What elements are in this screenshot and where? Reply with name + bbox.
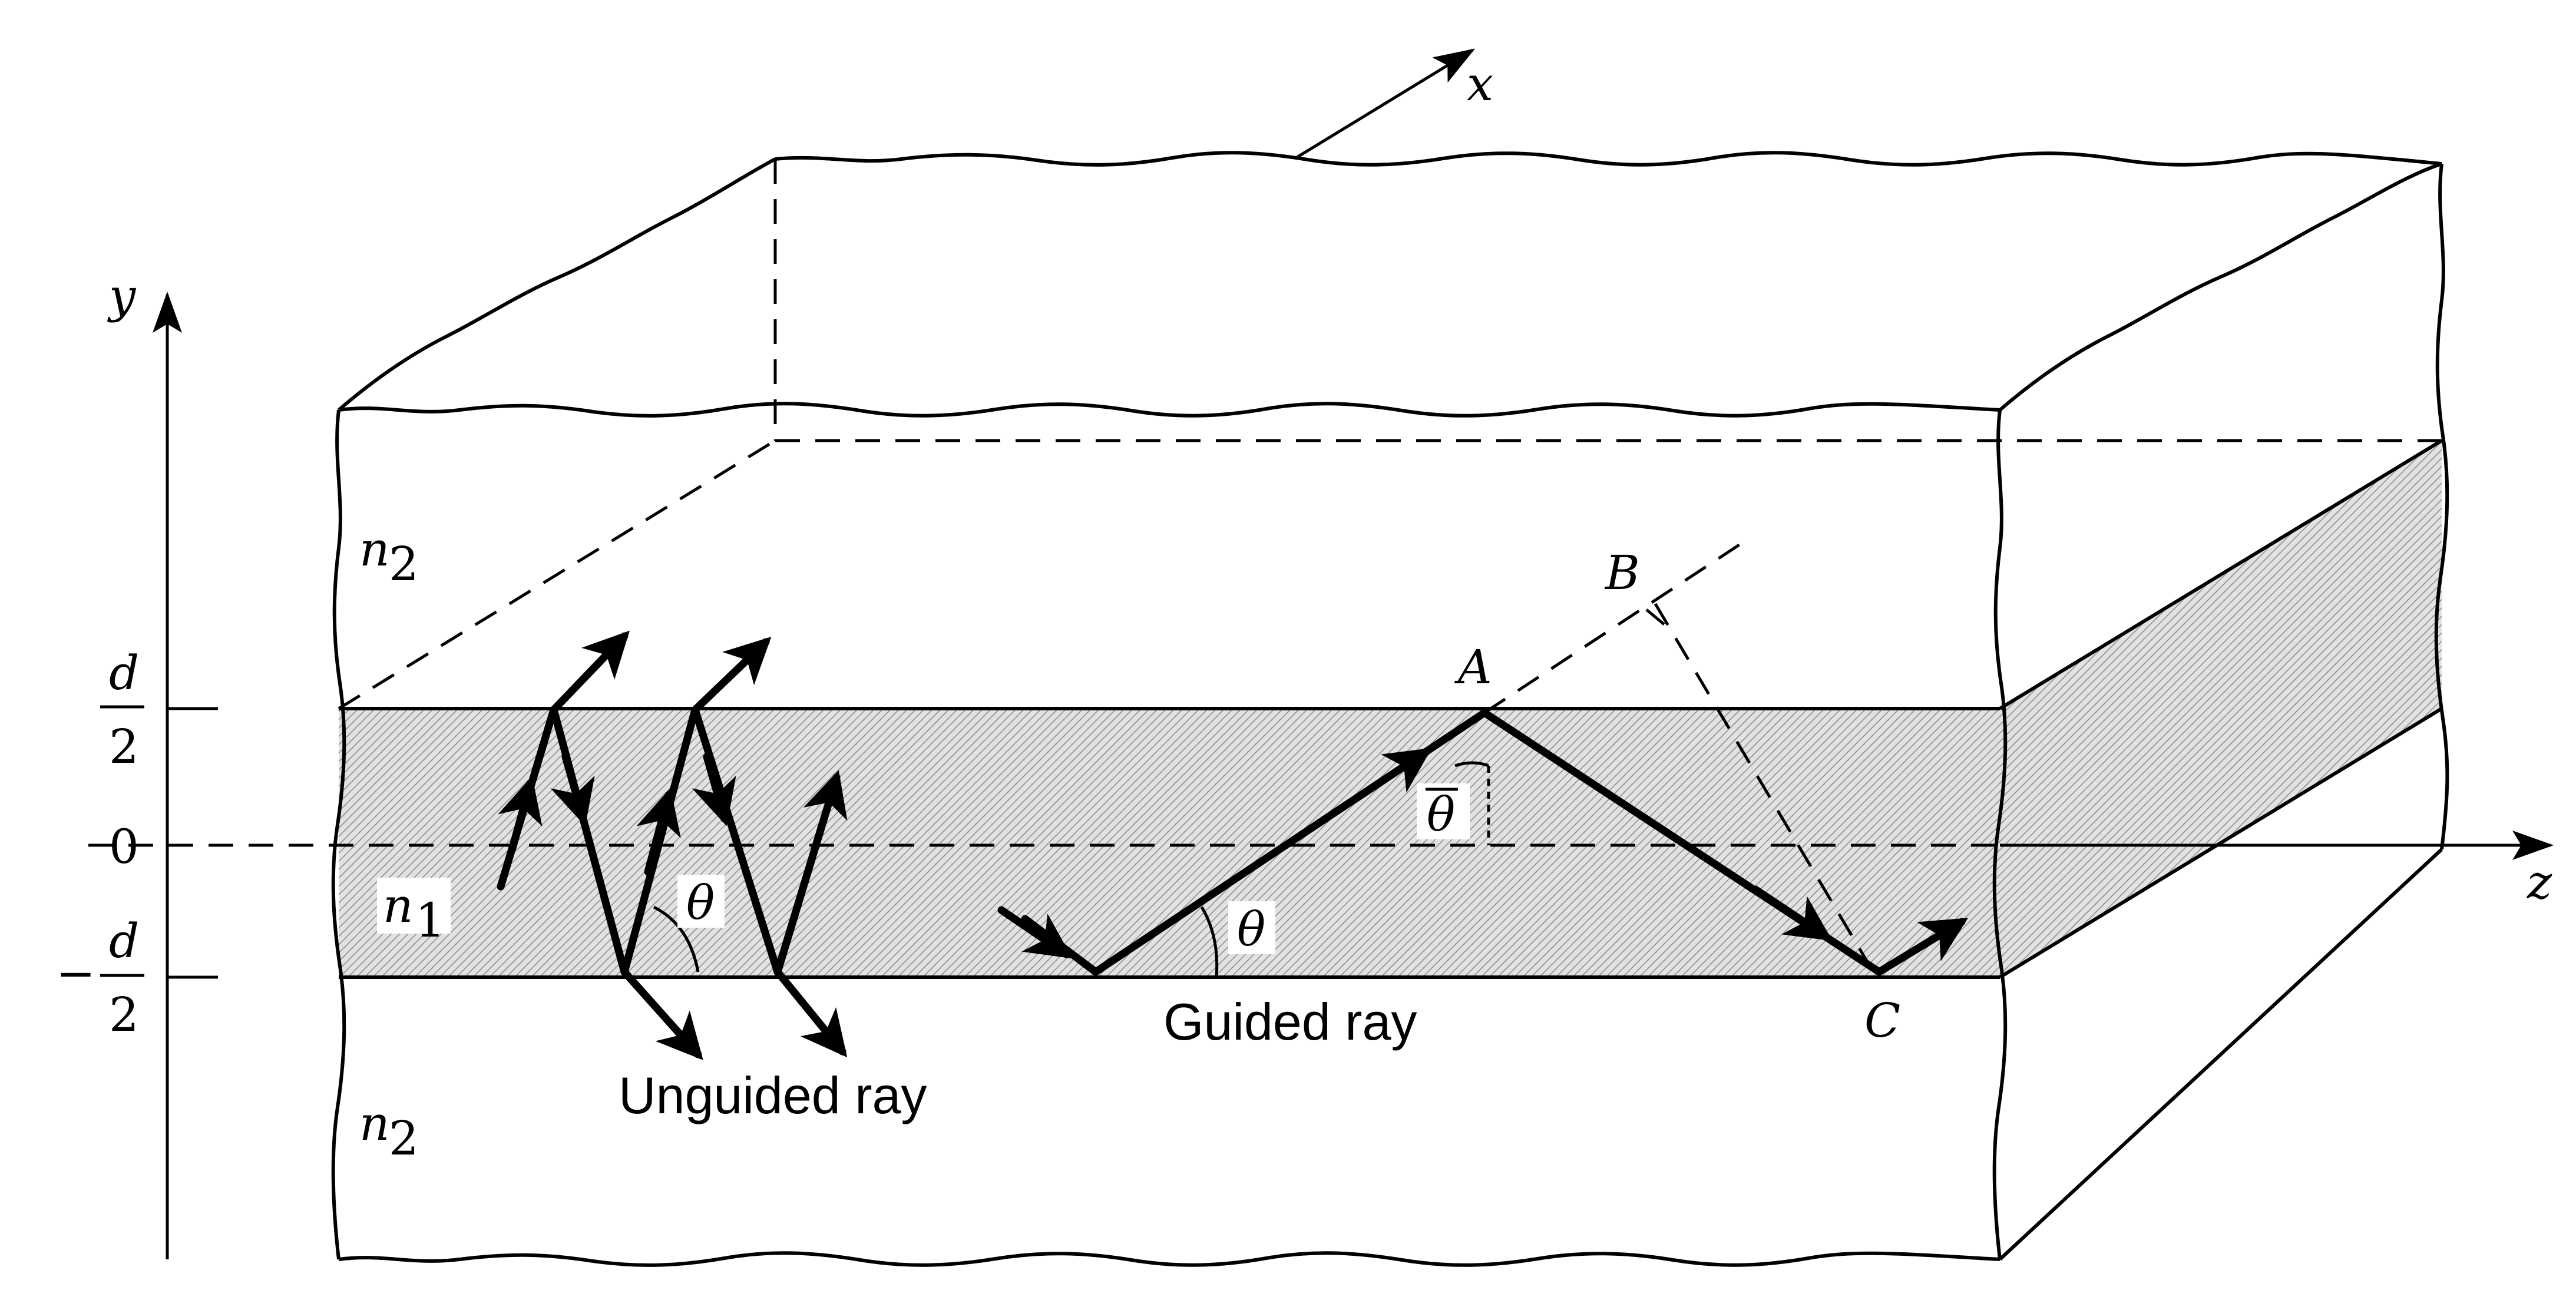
label-y: y — [107, 269, 137, 323]
label-point-a: A — [1454, 640, 1492, 694]
tick-zero-label: 0 — [109, 819, 139, 874]
label-z: z — [2527, 855, 2552, 909]
unguided-ray-2-exit-top — [691, 637, 772, 714]
label-unguided-ray: Unguided ray — [619, 1066, 927, 1124]
line-b-to-c — [1654, 603, 1875, 973]
label-theta-bar: θ — [1427, 787, 1455, 842]
side-face-back-edge — [2434, 163, 2449, 850]
n1-label-backdrop — [377, 878, 451, 934]
unguided-ray-2-exit-bottom — [773, 968, 848, 1058]
x-axis-line — [1295, 48, 1476, 160]
tick-bottom-denominator: 2 — [109, 987, 139, 1042]
front-face-top-edge — [338, 402, 2000, 418]
front-face-bottom-edge — [338, 1251, 2000, 1267]
unguided-ray-1-exit-top — [550, 630, 630, 714]
unguided-ray-up-arrow-3 — [773, 770, 848, 976]
label-guided-ray: Guided ray — [1163, 993, 1417, 1051]
top-face-back-edge — [775, 151, 2442, 167]
core-side-face — [2000, 441, 2442, 977]
perpendicular-marker — [1645, 608, 1665, 626]
theta-guided-backdrop — [1228, 901, 1275, 954]
label-n2-bottom: n — [359, 1096, 390, 1151]
tick-top-denominator: 2 — [109, 719, 139, 774]
unguided-ray-down-arrow-2 — [692, 753, 736, 826]
label-point-b: B — [1604, 545, 1640, 600]
unguided-ray-1-exit-bottom — [620, 968, 703, 1060]
label-theta-unguided: θ — [686, 875, 715, 930]
unguided-ray-up-arrow-2 — [636, 788, 681, 876]
guided-ray-mid-arrow-2 — [1751, 885, 1833, 941]
side-face-bottom-edge — [1998, 848, 2443, 1261]
label-point-c: C — [1864, 993, 1900, 1048]
guided-ray-mid-arrow-1 — [1351, 747, 1432, 803]
line-a-to-b-extended — [1483, 540, 1745, 714]
label-n2-top-sub: 2 — [389, 537, 419, 591]
unguided-theta-arc — [653, 905, 700, 972]
guided-ray-input-arrow — [997, 906, 1073, 959]
top-face-left-edge — [338, 157, 776, 412]
core-side-bottom-boundary — [1999, 707, 2443, 979]
front-face-left-edge — [331, 409, 346, 1260]
tick-bottom-minus: − — [56, 946, 95, 1001]
core-side-top-boundary — [1999, 439, 2443, 710]
label-n2-top: n — [359, 522, 390, 577]
front-face-right-edge — [1992, 409, 2008, 1260]
top-face-right-edge — [1999, 162, 2442, 412]
guided-theta-arc — [1200, 906, 1219, 978]
hidden-core-top-diagonal — [338, 439, 776, 710]
label-n2-bottom-sub: 2 — [389, 1111, 419, 1166]
label-n1: n — [383, 878, 414, 933]
theta-unguided-backdrop — [677, 875, 725, 928]
theta-bar-arc — [1454, 761, 1489, 768]
unguided-ray-up-arrow-1 — [498, 776, 543, 852]
unguided-ray-down-arrow-1 — [550, 753, 595, 826]
label-n1-sub: 1 — [415, 893, 445, 948]
label-theta-guided: θ — [1237, 902, 1265, 957]
tick-bottom-numerator: d — [109, 914, 139, 968]
label-x: x — [1467, 57, 1493, 111]
theta-bar-backdrop — [1417, 783, 1470, 839]
tick-top-numerator: d — [109, 646, 139, 700]
